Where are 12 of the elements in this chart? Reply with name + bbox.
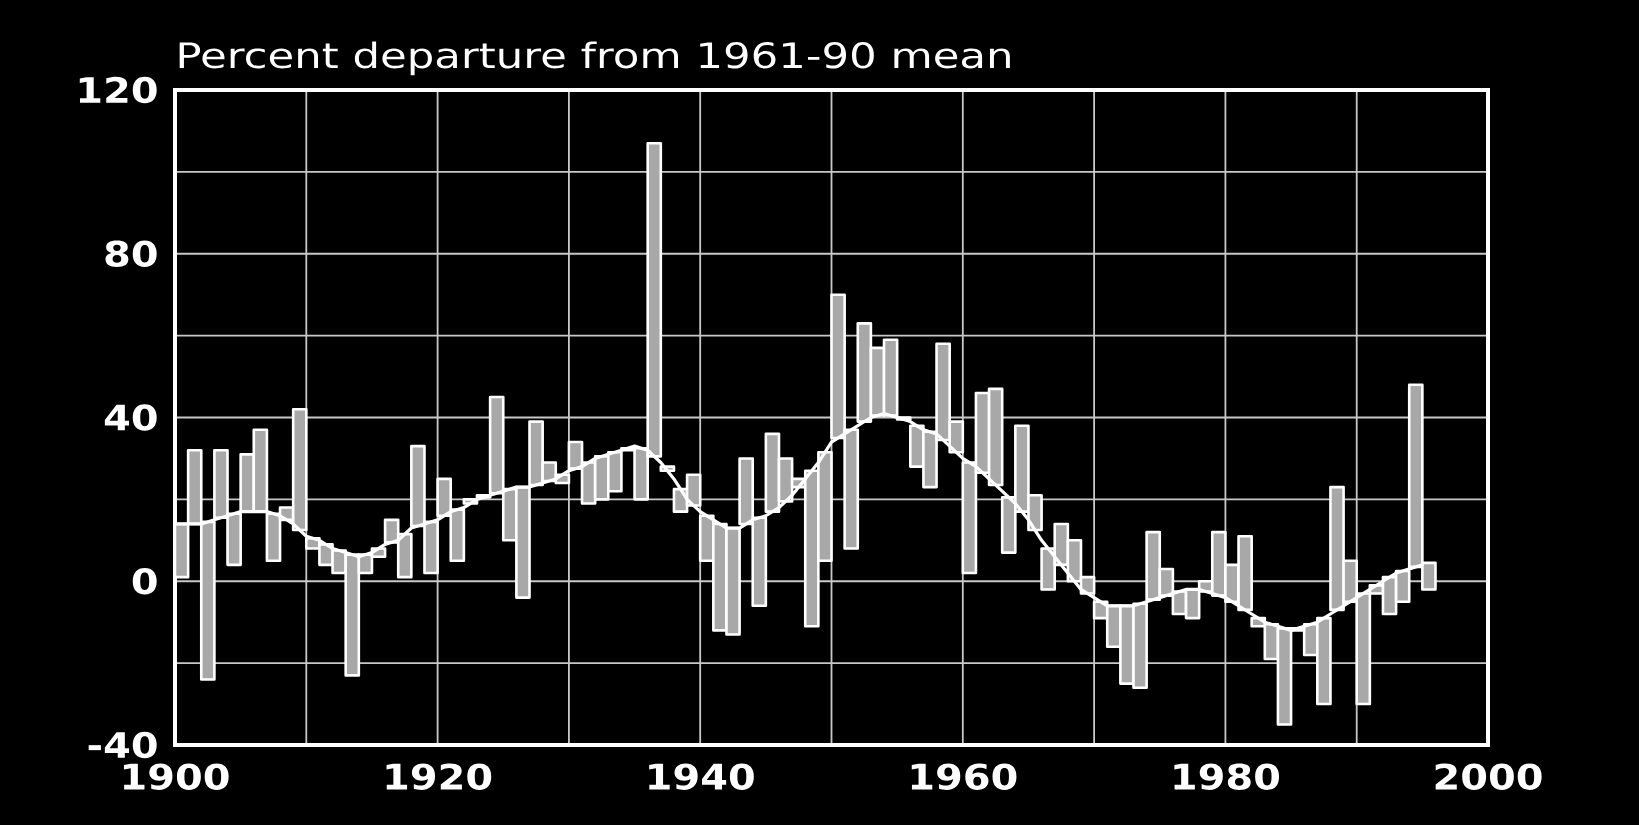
y-tick-label: 40 <box>104 404 157 431</box>
x-tick-label: 1920 <box>386 763 492 790</box>
y-axis-title: Percent departure from 1961-90 mean <box>179 41 1010 76</box>
x-tick-label: 2000 <box>1435 763 1542 790</box>
y-tick-label: 120 <box>79 76 157 104</box>
y-tick-label: 80 <box>105 240 157 267</box>
x-tick-label: 1980 <box>1174 763 1280 790</box>
x-tick-label: 1960 <box>911 763 1017 790</box>
y-tick-label: -40 <box>88 731 157 759</box>
x-tick-label: 1940 <box>649 763 754 790</box>
y-tick-label: 0 <box>132 568 157 595</box>
x-tick-label: 1900 <box>123 763 229 790</box>
